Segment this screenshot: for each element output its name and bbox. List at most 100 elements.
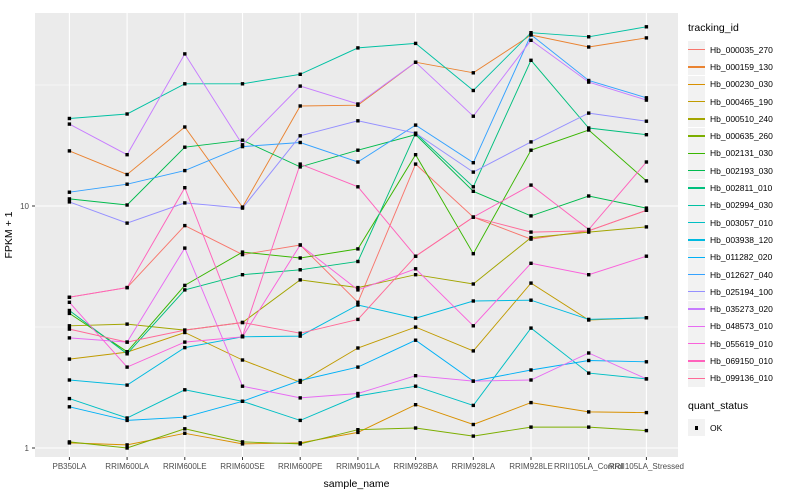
data-point xyxy=(471,349,475,353)
data-point xyxy=(298,104,302,108)
legend-item-Hb_035273_020: Hb_035273_020 xyxy=(688,300,800,318)
line-swatch-icon xyxy=(688,342,705,345)
data-point xyxy=(471,403,475,408)
x-tick-label: RRIM600PE xyxy=(278,462,322,471)
data-point xyxy=(298,334,302,338)
data-point xyxy=(240,320,245,325)
data-point xyxy=(413,325,418,329)
data-point xyxy=(356,288,360,292)
line-swatch-icon xyxy=(688,83,705,85)
legend-key-swatch xyxy=(688,144,705,162)
data-point xyxy=(529,235,533,240)
data-point xyxy=(644,36,649,40)
data-point xyxy=(644,254,649,258)
data-point xyxy=(587,35,591,39)
data-point xyxy=(587,351,591,355)
data-point xyxy=(298,140,302,145)
x-tick-label: RRIM600LA xyxy=(105,462,149,471)
legend-key-swatch xyxy=(688,266,705,283)
data-point xyxy=(298,256,302,260)
legend-item-Hb_011282_020: Hb_011282_020 xyxy=(688,248,800,266)
line-swatch-icon xyxy=(688,204,705,206)
data-point xyxy=(587,80,591,84)
data-point xyxy=(125,172,129,177)
legend-key-swatch xyxy=(688,41,705,59)
data-point xyxy=(298,268,302,272)
data-point xyxy=(125,153,129,157)
data-point xyxy=(644,316,649,320)
legend-label: Hb_069150_010 xyxy=(710,355,773,366)
data-point xyxy=(529,298,533,302)
data-point xyxy=(125,443,129,447)
legend-label: Hb_000510_240 xyxy=(710,113,773,124)
x-tick-label: RRII105LA_Stressed xyxy=(609,462,684,471)
data-point xyxy=(413,131,418,135)
legend-key-swatch xyxy=(688,127,705,145)
legend-key-swatch xyxy=(688,352,705,370)
data-point xyxy=(183,431,187,435)
data-point xyxy=(125,285,129,290)
data-point xyxy=(67,378,72,382)
data-point xyxy=(356,160,360,164)
data-point xyxy=(240,250,245,254)
legend-item-Hb_048573_010: Hb_048573_010 xyxy=(688,317,800,335)
data-point xyxy=(356,46,360,50)
legend-item-Hb_003057_010: Hb_003057_010 xyxy=(688,214,800,232)
x-tick-label: RRIM928LA xyxy=(452,462,496,471)
data-point xyxy=(413,273,418,277)
data-point xyxy=(67,396,72,401)
data-point xyxy=(298,243,302,247)
data-point xyxy=(67,190,72,194)
data-point xyxy=(413,374,418,378)
data-point xyxy=(183,288,187,292)
data-point xyxy=(67,440,72,444)
legend-item-Hb_000465_190: Hb_000465_190 xyxy=(688,93,800,111)
legend-label: Hb_012627_040 xyxy=(710,269,773,280)
data-point xyxy=(240,82,245,86)
panel-background xyxy=(35,13,678,457)
data-point xyxy=(298,162,302,166)
data-point xyxy=(298,380,302,384)
data-point xyxy=(183,340,187,344)
data-point xyxy=(529,368,533,372)
legend-item-ok: OK xyxy=(688,419,800,437)
data-point xyxy=(529,400,533,405)
data-point xyxy=(67,311,72,316)
data-point xyxy=(356,317,360,322)
line-swatch-icon xyxy=(688,100,705,103)
data-point xyxy=(298,331,302,335)
data-point xyxy=(529,33,533,37)
data-point xyxy=(471,282,475,286)
data-point xyxy=(471,252,475,256)
legend-key-swatch xyxy=(688,58,705,76)
legend-key-swatch xyxy=(688,162,705,180)
line-swatch-icon xyxy=(688,377,705,379)
data-point xyxy=(587,126,591,130)
data-point xyxy=(644,206,649,210)
data-point xyxy=(529,38,533,42)
data-point xyxy=(471,215,475,219)
y-tick-label: 10 xyxy=(20,202,29,211)
line-swatch-icon xyxy=(688,273,705,276)
data-point xyxy=(413,267,418,271)
data-point xyxy=(183,415,187,419)
data-point xyxy=(356,259,360,264)
legend-item-Hb_055619_010: Hb_055619_010 xyxy=(688,335,800,353)
legend-item-Hb_000635_260: Hb_000635_260 xyxy=(688,127,800,145)
legend-label: Hb_000635_260 xyxy=(710,131,773,142)
data-point xyxy=(413,123,418,127)
data-point xyxy=(644,377,649,381)
legend-title-tracking-id: tracking_id xyxy=(688,22,739,34)
legend-key-swatch xyxy=(688,248,705,266)
data-point xyxy=(298,134,302,138)
legend-key-ok xyxy=(688,419,705,437)
data-point xyxy=(125,221,129,225)
data-point xyxy=(298,378,302,383)
data-point xyxy=(298,278,302,282)
data-point xyxy=(471,434,475,438)
data-point xyxy=(240,206,245,210)
data-point xyxy=(471,324,475,328)
data-point xyxy=(529,425,533,429)
data-point xyxy=(356,391,360,396)
legend-label: Hb_011282_020 xyxy=(710,252,773,263)
